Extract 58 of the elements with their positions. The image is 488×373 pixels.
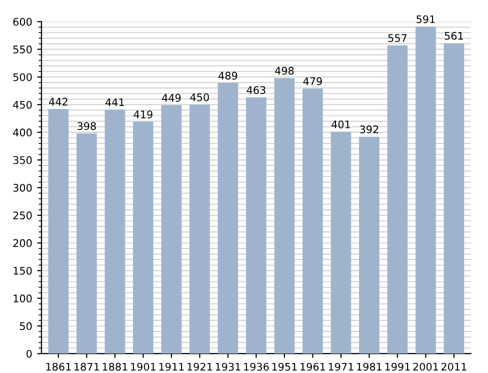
- bar: [302, 88, 323, 354]
- y-tick-label: 450: [13, 100, 32, 109]
- data-label: 498: [275, 66, 294, 75]
- data-label: 392: [360, 125, 378, 134]
- x-tick-label: 1961: [300, 362, 325, 371]
- x-tick-label: 1871: [74, 362, 99, 371]
- data-label: 591: [416, 15, 435, 24]
- x-tick-label: 1901: [131, 362, 156, 371]
- x-tick-label: 2011: [441, 362, 466, 371]
- bar: [330, 132, 352, 354]
- x-tick-label: 1861: [46, 362, 71, 371]
- data-label: 561: [444, 32, 463, 40]
- x-tick-label: 1911: [159, 362, 184, 371]
- bar: [190, 104, 210, 354]
- x-tick-label: 1951: [272, 362, 297, 371]
- y-tick-label: 500: [13, 73, 32, 82]
- data-label: 442: [49, 98, 68, 106]
- y-tick-label: 100: [14, 294, 32, 302]
- y-tick-label: 550: [13, 46, 32, 54]
- x-tick-label: 2001: [413, 362, 438, 371]
- data-label: 401: [332, 120, 350, 128]
- data-label: 479: [303, 77, 322, 86]
- bar: [274, 78, 295, 354]
- data-label: 441: [106, 98, 124, 106]
- bar: [387, 45, 408, 354]
- x-tick-label: 1931: [216, 362, 240, 371]
- x-tick-label: 1921: [188, 362, 212, 371]
- bar: [218, 83, 238, 354]
- data-label: 449: [162, 94, 181, 102]
- data-label: 557: [388, 34, 407, 42]
- x-tick-label: 1971: [328, 362, 354, 371]
- y-tick-label: 350: [13, 156, 32, 164]
- data-label: 489: [218, 72, 238, 80]
- y-tick-label: 150: [14, 266, 32, 275]
- data-label: 450: [190, 93, 209, 102]
- bar: [416, 26, 436, 354]
- y-tick-label: 600: [13, 18, 32, 26]
- bar: [359, 136, 380, 354]
- data-label: 398: [78, 122, 96, 130]
- x-tick-label: 1936: [244, 362, 269, 371]
- x-tick-label: 1881: [102, 362, 128, 371]
- y-tick-label: 400: [13, 128, 32, 136]
- bar: [76, 133, 97, 354]
- y-tick-label: 300: [13, 184, 32, 192]
- y-tick-label: 0: [26, 350, 32, 358]
- data-label: 463: [246, 86, 266, 94]
- x-tick-label: 1991: [385, 362, 410, 371]
- data-label: 419: [134, 110, 152, 118]
- y-tick-label: 50: [20, 322, 32, 330]
- x-tick-label: 1981: [357, 362, 382, 371]
- bar: [246, 97, 266, 354]
- y-tick-label: 250: [13, 212, 32, 220]
- bar: [48, 109, 69, 354]
- bar: [161, 105, 182, 354]
- y-tick-label: 200: [13, 239, 32, 248]
- bar: [133, 122, 154, 354]
- bar: [444, 43, 464, 354]
- bar: [104, 110, 126, 354]
